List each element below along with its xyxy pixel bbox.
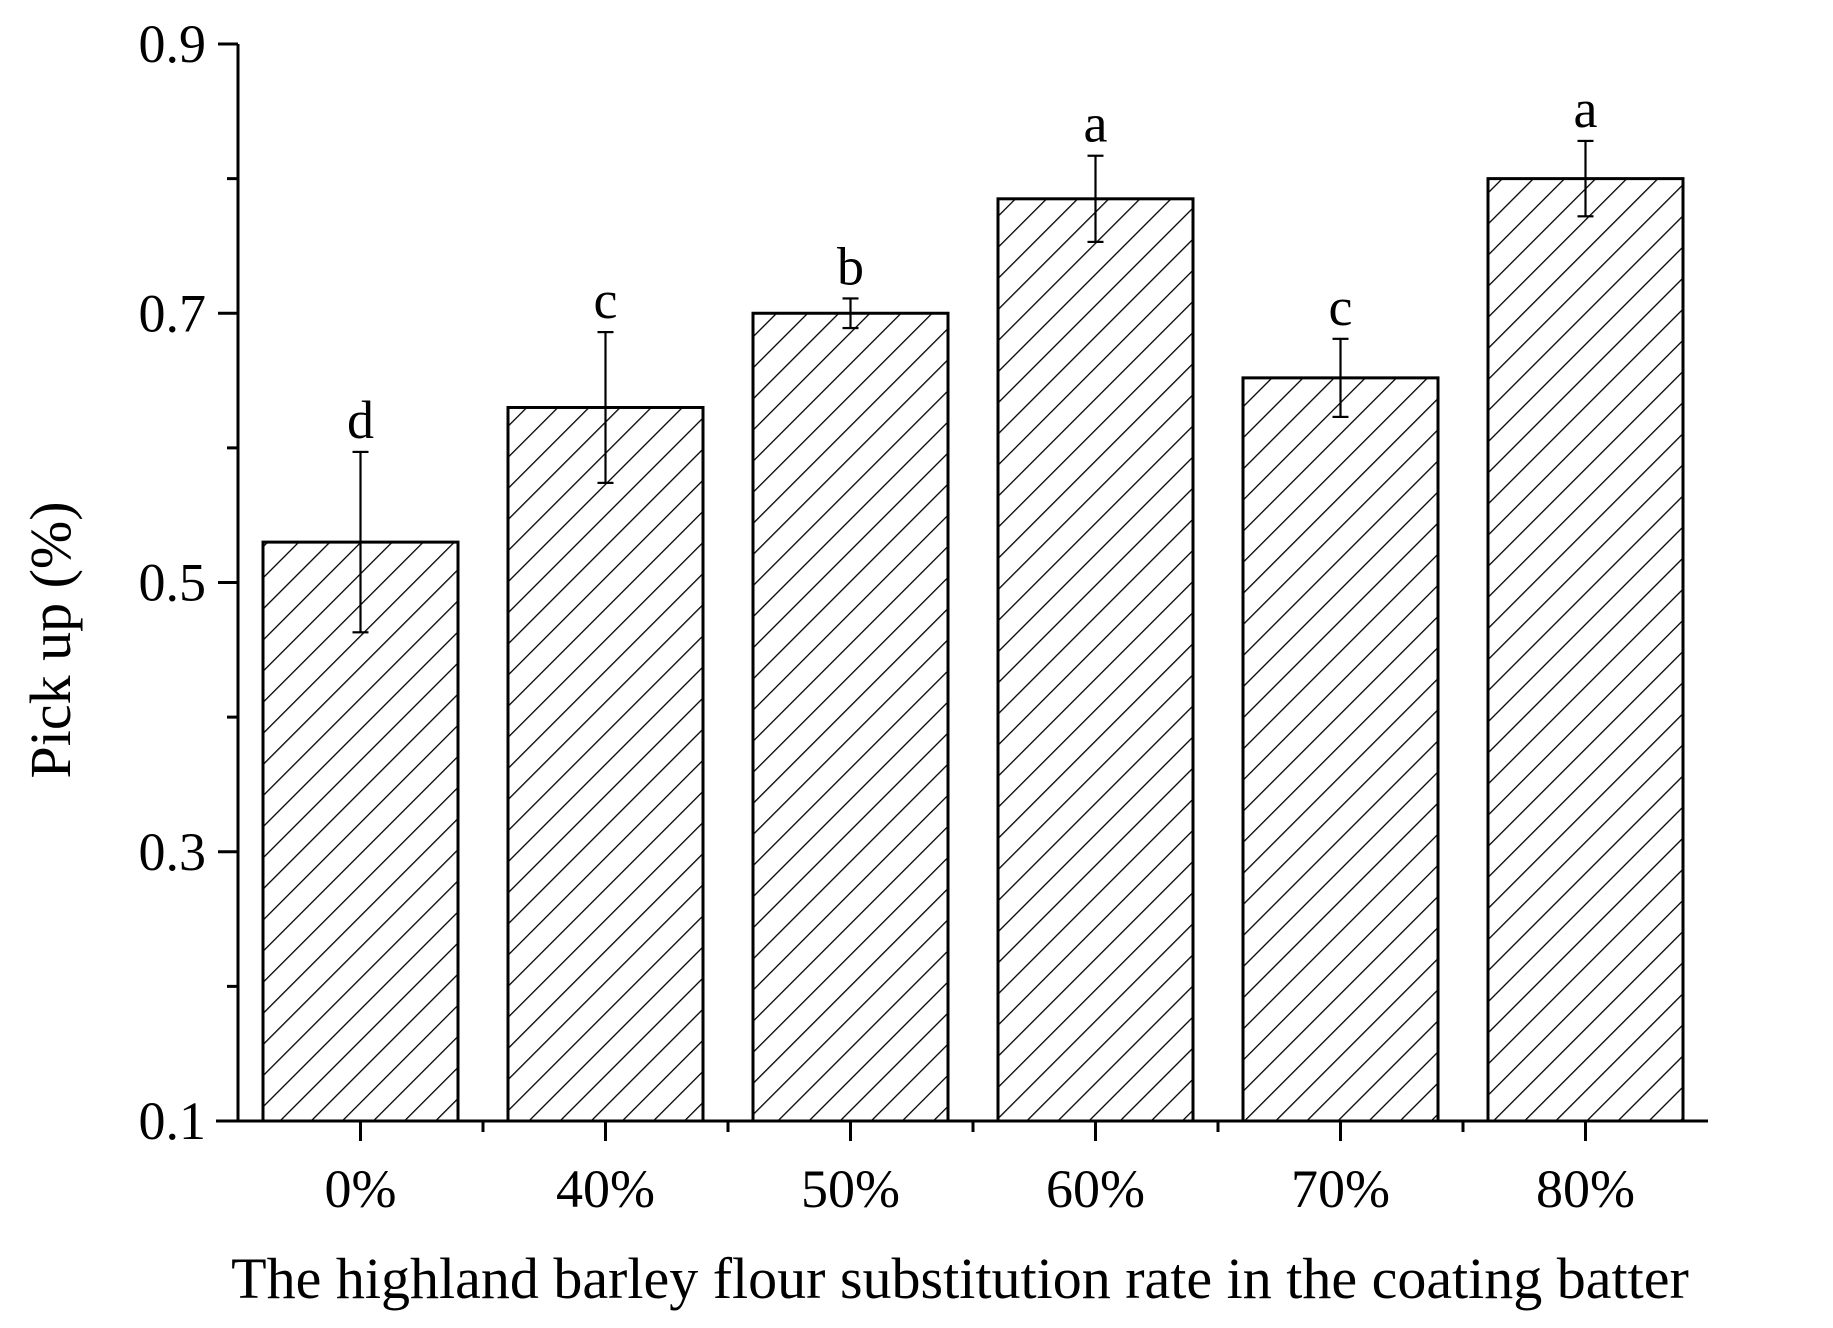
x-axis-title: The highland barley flour substitution r… bbox=[231, 1246, 1689, 1311]
x-tick-label: 0% bbox=[325, 1159, 397, 1219]
x-axis-ticks: 0% 40% 50% 60% 70% 80% bbox=[325, 1121, 1635, 1219]
x-tick-label: 50% bbox=[801, 1159, 900, 1219]
error-bar bbox=[1087, 154, 1104, 243]
x-tick-label: 40% bbox=[556, 1159, 655, 1219]
bar-60pct bbox=[996, 197, 1195, 1123]
x-tick-label: 60% bbox=[1046, 1159, 1145, 1219]
y-tick-label: 0.7 bbox=[139, 283, 207, 343]
y-axis-ticks: 0.1 0.3 0.5 0.7 0.9 bbox=[139, 14, 238, 1151]
bar-80pct bbox=[1486, 177, 1685, 1123]
bars bbox=[261, 177, 1685, 1123]
error-bars bbox=[352, 139, 1594, 634]
bar-50pct bbox=[751, 311, 950, 1123]
significance-labels: d c b a c a bbox=[347, 79, 1598, 450]
significance-label: a bbox=[1084, 94, 1108, 154]
y-axis-title: Pick up (%) bbox=[18, 501, 83, 778]
error-bar bbox=[842, 297, 859, 330]
error-bar bbox=[1332, 337, 1349, 419]
significance-label: c bbox=[594, 270, 618, 330]
x-tick-label: 80% bbox=[1536, 1159, 1635, 1219]
bar-70pct bbox=[1241, 376, 1440, 1123]
bar-0pct bbox=[261, 540, 460, 1123]
error-bar bbox=[352, 450, 369, 634]
significance-label: c bbox=[1329, 277, 1353, 337]
error-bar bbox=[597, 330, 614, 484]
significance-label: a bbox=[1574, 79, 1598, 139]
y-tick-label: 0.1 bbox=[139, 1091, 207, 1151]
y-tick-label: 0.9 bbox=[139, 14, 207, 74]
bar-40pct bbox=[506, 405, 705, 1123]
error-bar bbox=[1577, 139, 1594, 218]
y-tick-label: 0.3 bbox=[139, 822, 207, 882]
significance-label: b bbox=[837, 236, 864, 296]
significance-label: d bbox=[347, 390, 374, 450]
y-tick-label: 0.5 bbox=[139, 553, 207, 613]
x-tick-label: 70% bbox=[1291, 1159, 1390, 1219]
